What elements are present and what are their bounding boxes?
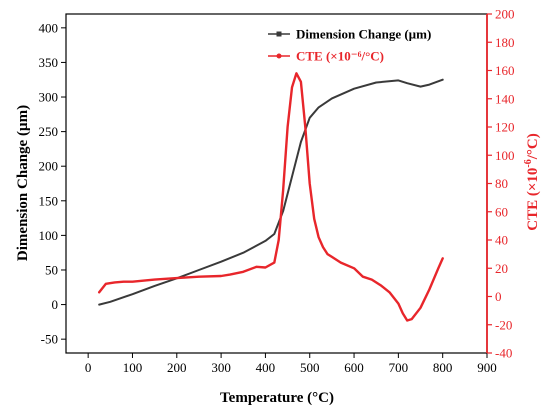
series-layer — [97, 72, 444, 322]
legend-marker-dimension — [276, 31, 282, 37]
y-right-title-main: CTE (×10 — [525, 168, 541, 231]
y-left-tick-label: 150 — [39, 193, 59, 208]
y-right-tick-label: 20 — [495, 261, 508, 276]
y-right-axis-title: CTE (×10-6/°C) — [523, 133, 541, 230]
x-axis-title: Temperature (°C) — [220, 390, 334, 406]
x-tick-label: 100 — [123, 360, 143, 375]
y-right-tick-label: -40 — [495, 346, 512, 361]
y-left-tick-label: 350 — [39, 55, 59, 70]
y-left-tick-label: 50 — [45, 262, 58, 277]
y-left-tick-label: 300 — [39, 90, 59, 105]
legend-text-dimension: Dimension Change (µm) — [296, 27, 431, 42]
x-tick-label: 500 — [300, 360, 320, 375]
y-right-tick-label: 40 — [495, 233, 508, 248]
y-right-tick-label: 100 — [495, 148, 515, 163]
y-left-tick-label: 250 — [39, 124, 59, 139]
y-right-tick-label: 200 — [495, 7, 515, 22]
x-tick-label: 0 — [85, 360, 92, 375]
legend-marker-cte — [276, 53, 282, 59]
y-right-tick-label: 140 — [495, 91, 515, 106]
y-right-tick-label: 180 — [495, 35, 515, 50]
x-axis: 0 100 200 300 400 500 600 700 800 900 — [85, 353, 497, 375]
series-line-cte — [97, 72, 444, 322]
y-left-tick-label: 200 — [39, 159, 59, 174]
x-tick-label: 600 — [344, 360, 364, 375]
y-right-title-end: /°C) — [525, 133, 541, 160]
y-left-axis-title: Dimension Change (µm) — [15, 105, 31, 261]
y-left-tick-label: -50 — [41, 332, 58, 347]
y-right-tick-label: -20 — [495, 317, 512, 332]
x-tick-label: 400 — [256, 360, 276, 375]
x-tick-label: 300 — [211, 360, 231, 375]
y-right-tick-label: 60 — [495, 204, 508, 219]
y-left-axis: -50 0 50 100 150 200 250 300 350 400 — [39, 20, 66, 347]
y-right-tick-label: 0 — [495, 289, 502, 304]
series-line-dimension-change — [98, 78, 444, 306]
legend-text-cte: CTE (×10⁻⁶/°C) — [296, 49, 384, 64]
x-tick-label: 900 — [477, 360, 497, 375]
y-left-tick-label: 0 — [52, 297, 59, 312]
y-left-tick-label: 100 — [39, 228, 59, 243]
x-tick-label: 200 — [167, 360, 187, 375]
y-left-tick-label: 400 — [39, 20, 59, 35]
y-right-tick-label: 120 — [495, 120, 515, 135]
x-tick-label: 700 — [389, 360, 409, 375]
legend: Dimension Change (µm) CTE (×10⁻⁶/°C) — [268, 27, 431, 64]
y-right-tick-label: 80 — [495, 176, 508, 191]
y-right-tick-label: 160 — [495, 63, 515, 78]
x-tick-label: 800 — [433, 360, 453, 375]
y-right-title-sup: -6 — [523, 159, 534, 167]
y-right-axis: -40 -20 0 20 40 60 80 100 120 140 160 180 200 — [487, 7, 515, 361]
